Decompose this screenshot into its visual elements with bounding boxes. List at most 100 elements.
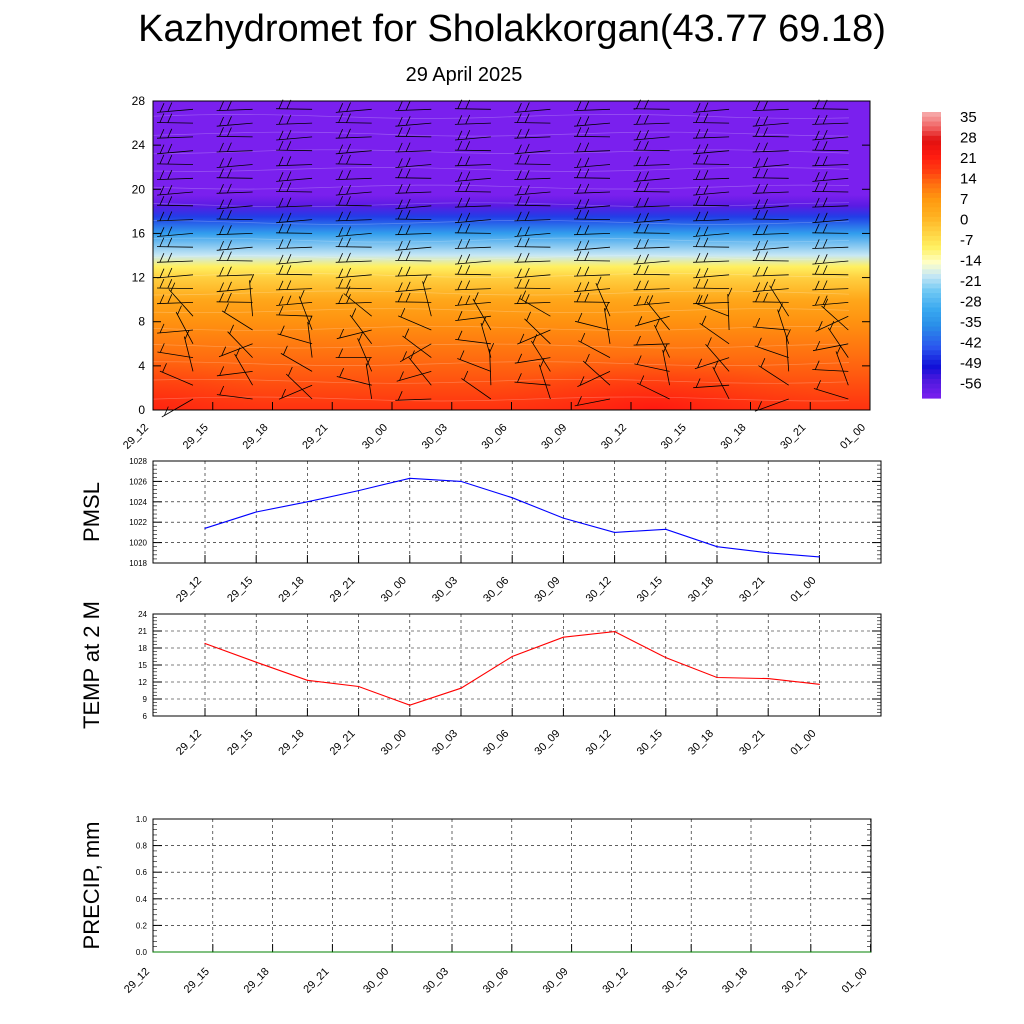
x-tick-label: 30_15	[660, 966, 690, 996]
wind-barb-flag	[397, 292, 403, 302]
wind-barb	[514, 128, 551, 139]
wind-barb-shaft	[480, 322, 492, 358]
wind-barb-flag	[755, 127, 760, 137]
wind-barb-flag	[822, 265, 828, 275]
wind-barb	[633, 335, 670, 346]
wind-barb-shaft	[812, 246, 849, 249]
wind-barb-shaft	[821, 305, 849, 331]
wind-barb-shaft	[574, 205, 611, 210]
wind-barb-flag	[763, 240, 768, 250]
wind-barb-flag	[338, 113, 343, 123]
wind-barb-flag	[814, 130, 820, 140]
y-axis-label: PRECIP, mm	[79, 822, 104, 950]
wind-barb-shaft	[221, 310, 253, 331]
wind-barb-shaft	[335, 177, 372, 180]
wind-barb-shaft	[693, 136, 730, 139]
wind-barb-flag	[524, 143, 530, 154]
wind-barb-flag	[524, 196, 530, 206]
colorbar-segment	[922, 259, 941, 266]
wind-barb-flag	[576, 266, 582, 277]
wind-barb-shaft	[395, 135, 432, 138]
wind-barb	[335, 237, 372, 248]
wind-barb-flag	[814, 280, 820, 290]
heatmap-x-tick-label: 01_00	[838, 422, 868, 452]
wind-barb-shaft	[157, 274, 194, 279]
wind-barb-flag	[644, 212, 649, 222]
x-tick-label: 30_09	[532, 728, 562, 758]
wind-barb	[633, 212, 670, 224]
wind-barb-shaft	[157, 191, 194, 196]
wind-barb	[573, 266, 611, 277]
wind-barb-flag	[770, 278, 776, 289]
wind-barb-flag	[227, 183, 232, 194]
colorbar-segment	[922, 331, 941, 337]
colorbar-segment	[922, 131, 941, 137]
wind-barb-shaft	[752, 301, 789, 303]
wind-barb-flag	[636, 280, 641, 290]
wind-barb-flag	[644, 238, 649, 249]
heatmap-contour	[152, 167, 850, 172]
wind-barb-shaft	[633, 302, 670, 306]
wind-barb	[227, 324, 253, 358]
wind-barb	[633, 140, 670, 152]
wind-barb-flag	[822, 129, 828, 140]
wind-barb	[812, 114, 849, 125]
wind-barb	[633, 265, 670, 276]
wind-barb-shaft	[454, 149, 491, 152]
wind-barb-flag	[636, 239, 641, 249]
wind-barb-flag	[755, 199, 761, 209]
wind-barb-flag	[338, 227, 344, 237]
wind-barb-shaft	[216, 205, 253, 210]
panel-frame	[152, 613, 882, 717]
wind-barb	[693, 170, 730, 180]
wind-barb-shaft	[365, 363, 373, 400]
wind-barb-flag	[823, 298, 829, 308]
heatmap-y-tick-label: 28	[132, 94, 146, 108]
data-point	[272, 951, 274, 953]
wind-barb-flag	[286, 197, 292, 207]
wind-barb-flag	[697, 295, 703, 305]
wind-barb-flag	[397, 266, 403, 277]
wind-barb-flag	[584, 198, 590, 209]
wind-barb-flag	[167, 294, 173, 304]
wind-barb-flag	[695, 278, 701, 289]
data-point	[409, 477, 411, 479]
wind-barb	[216, 116, 253, 127]
wind-barb	[514, 196, 551, 207]
wind-barb-flag	[346, 279, 351, 289]
wind-barb-flag	[465, 295, 471, 305]
wind-barb	[705, 337, 730, 372]
wind-barb	[519, 290, 551, 317]
wind-barb-shaft	[514, 136, 551, 139]
wind-barb-shaft	[349, 314, 373, 345]
wind-barb-flag	[299, 289, 305, 300]
colorbar-segment	[922, 226, 941, 232]
wind-barb	[454, 156, 491, 167]
wind-barb	[578, 332, 611, 358]
wind-barb	[646, 295, 670, 331]
wind-barb	[276, 197, 313, 208]
wind-barb-flag	[346, 185, 351, 195]
wind-barb-flag	[644, 114, 649, 125]
wind-barb-shaft	[157, 329, 194, 334]
data-point	[716, 546, 718, 548]
colorbar-label: 14	[960, 171, 977, 188]
colorbar-segment	[922, 326, 941, 332]
wind-barb-flag	[763, 168, 768, 179]
wind-barb-shaft	[455, 339, 491, 345]
wind-barb	[480, 316, 492, 358]
wind-barb	[335, 196, 372, 207]
wind-barb	[812, 360, 849, 372]
wind-barb-flag	[422, 274, 428, 285]
wind-barb-shaft	[395, 150, 432, 153]
wind-barb-flag	[636, 197, 641, 208]
wind-barb-flag	[346, 252, 351, 263]
y-tick-label: 1.0	[136, 815, 148, 824]
wind-barb	[812, 265, 849, 276]
wind-barb-flag	[822, 171, 828, 181]
wind-barb-flag	[219, 240, 224, 251]
wind-barb-flag	[338, 268, 344, 278]
wind-barb-flag	[159, 343, 165, 353]
wind-barb-flag	[816, 380, 821, 390]
data-point	[870, 951, 872, 953]
